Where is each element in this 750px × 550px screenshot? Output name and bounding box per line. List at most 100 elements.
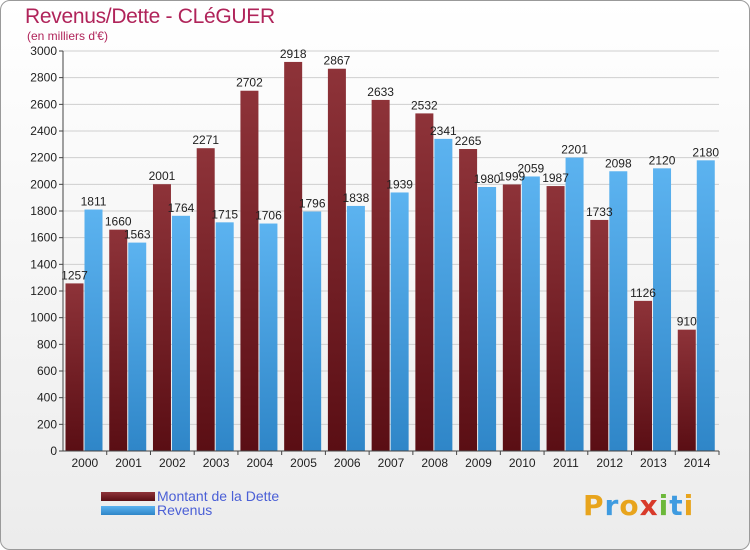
- y-tick-label: 400: [37, 391, 57, 405]
- data-label-revenue-2013: 2120: [649, 153, 676, 167]
- bar-revenue-2006: [346, 205, 365, 451]
- y-tick-label: 1000: [30, 311, 57, 325]
- x-tick-label: 2010: [509, 456, 536, 470]
- data-label-revenue-2014: 2180: [692, 145, 719, 159]
- bar-revenue-2010: [521, 176, 540, 451]
- data-label-revenue-2005: 1796: [299, 197, 326, 211]
- x-tick-label: 2006: [334, 456, 361, 470]
- data-label-debt-2005: 2918: [280, 47, 307, 61]
- x-tick-label: 2013: [640, 456, 667, 470]
- bar-revenue-2002: [171, 215, 190, 451]
- legend-item-revenue: Revenus: [101, 503, 212, 517]
- data-label-debt-2002: 2001: [149, 169, 176, 183]
- data-label-revenue-2006: 1838: [343, 191, 370, 205]
- y-tick-label: 3000: [30, 44, 57, 58]
- bar-debt-2009: [459, 149, 478, 451]
- bar-debt-2014: [677, 329, 696, 451]
- y-tick-label: 200: [37, 417, 57, 431]
- data-label-revenue-2007: 1939: [386, 177, 413, 191]
- logo-letter: r: [604, 489, 620, 522]
- data-label-debt-2014: 910: [677, 315, 697, 329]
- y-tick-label: 600: [37, 364, 57, 378]
- bar-revenue-2014: [696, 160, 715, 452]
- bar-debt-2004: [240, 90, 259, 451]
- legend-label-revenue: Revenus: [157, 502, 213, 518]
- data-label-revenue-2008: 2341: [430, 124, 457, 138]
- data-label-debt-2004: 2702: [236, 76, 263, 90]
- y-tick-label: 1400: [30, 257, 57, 271]
- legend-swatch-revenue: [101, 505, 155, 515]
- bar-debt-2005: [284, 61, 303, 451]
- axes: [62, 51, 719, 452]
- logo-letter: P: [583, 489, 605, 522]
- bar-debt-2002: [152, 184, 171, 451]
- y-tick-label: 2000: [30, 177, 57, 191]
- x-axis-ticks: 2000 2001 2002 2003 2004 2005 2006 2007 2008 2009…: [72, 451, 720, 470]
- x-tick-label: 2001: [115, 456, 142, 470]
- legend-swatch-debt: [101, 491, 155, 501]
- bar-revenue-2008: [434, 138, 453, 451]
- data-label-debt-2003: 2271: [192, 133, 219, 147]
- data-label-revenue-2012: 2098: [605, 156, 632, 170]
- legend-label-debt: Montant de la Dette: [157, 488, 280, 504]
- data-label-revenue-2011: 2201: [561, 143, 588, 157]
- bar-debt-2003: [196, 148, 215, 451]
- data-label-debt-2012: 1733: [586, 205, 613, 219]
- logo-letter: i: [658, 489, 670, 522]
- data-label-debt-2009: 2265: [455, 134, 482, 148]
- x-tick-label: 2007: [378, 456, 405, 470]
- x-tick-label: 2011: [553, 456, 579, 470]
- x-tick-label: 2014: [684, 456, 711, 470]
- data-label-revenue-2009: 1980: [474, 172, 501, 186]
- y-tick-label: 2400: [30, 124, 57, 138]
- data-label-debt-2008: 2532: [411, 98, 438, 112]
- y-tick-label: 1600: [30, 231, 57, 245]
- y-tick-label: 2600: [30, 97, 57, 111]
- x-tick-label: 2005: [290, 456, 317, 470]
- y-tick-label: 2200: [30, 151, 57, 165]
- data-label-debt-2000: 1257: [61, 268, 88, 282]
- bar-debt-2011: [546, 186, 565, 452]
- logo-letter: i: [683, 489, 695, 522]
- data-label-debt-2011: 1987: [542, 171, 569, 185]
- bar-revenue-2003: [215, 222, 234, 451]
- bar-revenue-2000: [84, 209, 103, 451]
- bar-debt-2001: [109, 229, 128, 451]
- data-label-revenue-2004: 1706: [255, 209, 282, 223]
- data-label-revenue-2000: 1811: [81, 195, 107, 209]
- bars: [65, 61, 715, 452]
- chart-title: Revenus/Dette - CLéGUER: [25, 5, 275, 28]
- y-tick-label: 0: [50, 444, 57, 458]
- y-tick-label: 1800: [30, 204, 57, 218]
- data-label-revenue-2002: 1764: [168, 201, 195, 215]
- data-label-revenue-2001: 1563: [124, 228, 151, 242]
- data-label-revenue-2010: 2059: [517, 161, 544, 175]
- data-label-debt-2010: 1999: [498, 169, 525, 183]
- data-label-debt-2006: 2867: [324, 54, 351, 68]
- bar-revenue-2011: [565, 157, 584, 452]
- bar-debt-2000: [65, 283, 84, 451]
- bar-debt-2010: [502, 184, 521, 451]
- x-tick-label: 2008: [421, 456, 448, 470]
- bar-debt-2006: [327, 68, 346, 451]
- bar-debt-2008: [415, 113, 434, 452]
- bar-revenue-2009: [478, 187, 497, 451]
- bar-revenue-2012: [609, 171, 628, 451]
- y-tick-label: 2800: [30, 71, 57, 85]
- bar-revenue-2001: [128, 242, 147, 451]
- x-tick-label: 2012: [596, 456, 623, 470]
- proxiti-logo: Proxiti: [583, 489, 694, 522]
- bar-debt-2007: [371, 99, 390, 451]
- bar-revenue-2007: [390, 192, 409, 451]
- y-tick-label: 800: [37, 337, 57, 351]
- x-tick-label: 2000: [72, 456, 99, 470]
- bar-debt-2012: [590, 219, 609, 451]
- bar-revenue-2004: [259, 223, 278, 451]
- bar-debt-2013: [634, 300, 653, 451]
- data-label-debt-2001: 1660: [105, 215, 132, 229]
- x-tick-label: 2004: [246, 456, 273, 470]
- x-tick-label: 2002: [159, 456, 186, 470]
